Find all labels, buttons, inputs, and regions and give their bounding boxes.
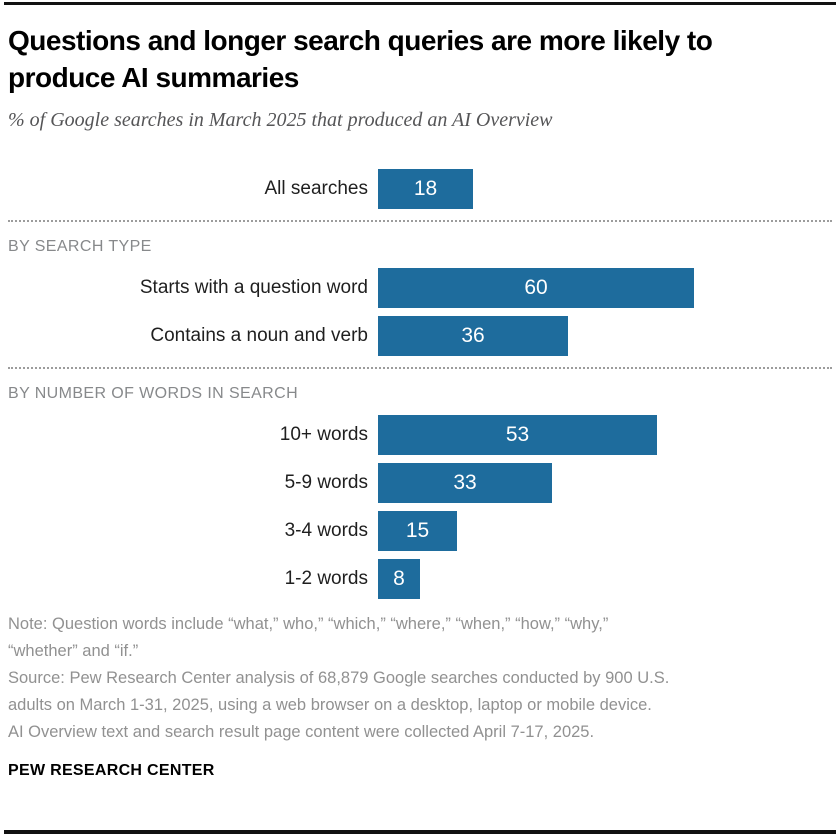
bar-row: 5-9 words 33 [8, 463, 832, 503]
section-header: BY NUMBER OF WORDS IN SEARCH [8, 385, 299, 402]
brand-footer: PEW RESEARCH CENTER [8, 762, 215, 779]
bar: 60 [378, 268, 694, 308]
bar: 18 [378, 169, 473, 209]
footnote-line: Source: Pew Research Center analysis of … [8, 669, 670, 687]
bar-row: All searches 18 [8, 169, 832, 209]
bar: 33 [378, 463, 552, 503]
bar-value: 18 [413, 177, 438, 200]
footnote-line: “whether” and “if.” [8, 642, 139, 660]
bar: 36 [378, 316, 568, 356]
bar-label: 1-2 words [284, 568, 368, 589]
bottom-rule [4, 830, 836, 834]
footnote-line: AI Overview text and search result page … [8, 723, 595, 741]
chart-subtitle: % of Google searches in March 2025 that … [8, 109, 553, 131]
bar-value: 33 [453, 471, 477, 494]
footnote-line: Note: Question words include “what,” who… [8, 615, 609, 633]
bar: 53 [378, 415, 657, 455]
bar-label: Contains a noun and verb [150, 325, 368, 346]
bar-value: 53 [505, 423, 530, 446]
top-rule [4, 2, 836, 5]
footnote-line: adults on March 1-31, 2025, using a web … [8, 696, 652, 714]
bar: 8 [378, 559, 420, 599]
bar: 15 [378, 511, 457, 551]
bar-value: 36 [461, 324, 485, 347]
bar-label: 5-9 words [284, 472, 368, 493]
section-header: BY SEARCH TYPE [8, 238, 152, 255]
bar-row: 10+ words 53 [8, 415, 832, 455]
bar-row: Contains a noun and verb 36 [8, 316, 832, 356]
chart-title: Questions and longer search queries are … [8, 25, 713, 93]
bar-label: All searches [264, 178, 369, 199]
bar-label: Starts with a question word [139, 277, 368, 298]
footnote: Note: Question words include “what,” who… [8, 611, 832, 746]
bar-value: 15 [405, 519, 430, 542]
bar-row: 1-2 words 8 [8, 559, 832, 599]
bar-value: 8 [393, 567, 405, 590]
section-divider [8, 367, 832, 369]
chart: All searches 18 BY SEARCH TYPE Starts with … [8, 169, 832, 599]
bar-value: 60 [524, 276, 548, 299]
section-divider [8, 220, 832, 222]
bar-label: 10+ words [279, 424, 368, 445]
bar-row: 3-4 words 15 [8, 511, 832, 551]
page-content: Questions and longer search queries are … [8, 25, 832, 779]
bar-row: Starts with a question word 60 [8, 268, 832, 308]
bar-label: 3-4 words [284, 520, 368, 541]
